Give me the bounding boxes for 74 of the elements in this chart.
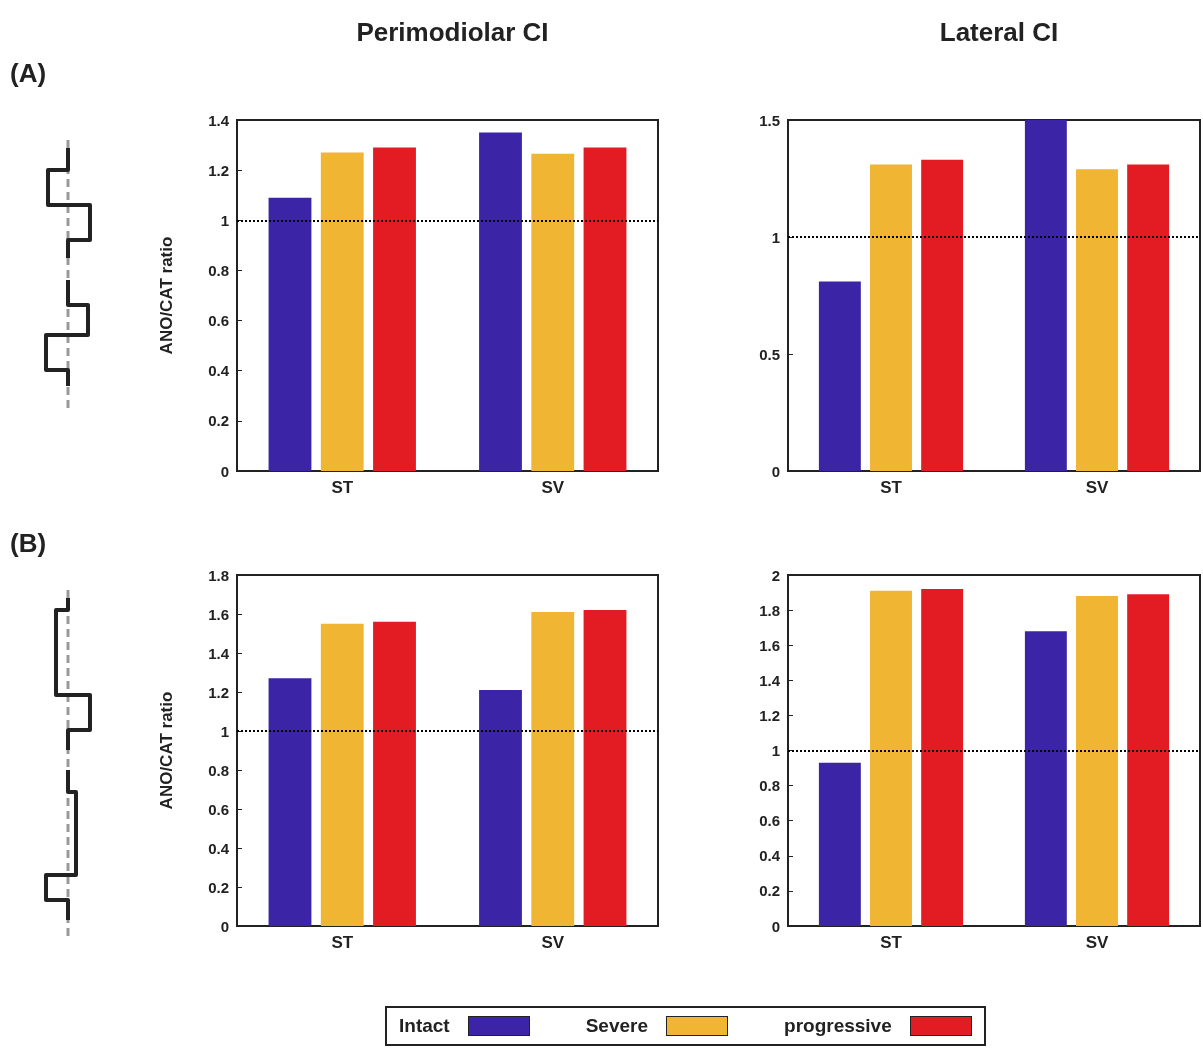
legend-label: Severe [585, 1015, 649, 1037]
bar [320, 152, 364, 471]
y-tick-label: 0.6 [759, 812, 780, 830]
y-tick-label: 0.5 [759, 345, 780, 363]
bar [268, 678, 312, 926]
legend-label: progressive [784, 1015, 892, 1037]
bar [583, 610, 627, 926]
y-tick-label: 1.4 [208, 111, 230, 129]
y-tick-label: 0.8 [759, 777, 780, 795]
y-tick-label: 0.2 [208, 412, 229, 430]
y-tick-label: 1 [220, 211, 229, 229]
bar [531, 153, 575, 471]
y-tick-label: 1 [771, 228, 780, 246]
y-tick-label: 1.8 [208, 566, 229, 584]
y-tick-label: 0.2 [208, 878, 229, 896]
bar [921, 159, 964, 471]
text: (A) [10, 58, 47, 89]
x-tick-label: ST [880, 933, 903, 952]
y-axis-title: ANO/CAT ratio [157, 236, 176, 355]
y-tick-label: 0 [771, 917, 780, 935]
y-tick-label: 0 [220, 462, 229, 480]
y-tick-label: 0 [771, 462, 780, 480]
bar [268, 197, 312, 471]
y-tick-label: 0.8 [208, 761, 229, 779]
y-axis-title: ANO/CAT ratio [157, 691, 176, 810]
bar [870, 164, 912, 471]
legend-label: Intact [399, 1015, 450, 1037]
y-tick-label: 1.6 [759, 636, 780, 654]
bar [479, 132, 522, 471]
bar [1024, 120, 1067, 471]
x-tick-label: ST [331, 933, 354, 952]
bar [921, 589, 964, 926]
bar [870, 590, 912, 926]
x-tick-label: SV [1085, 933, 1109, 952]
y-tick-label: 1.4 [759, 671, 781, 689]
y-tick-label: 1.2 [208, 683, 229, 701]
chart-title: Perimodiolar CI [356, 17, 549, 47]
y-tick-label: 0.4 [759, 847, 781, 865]
x-tick-label: ST [331, 478, 354, 497]
y-tick-label: 1.6 [208, 605, 229, 623]
y-tick-label: 2 [771, 566, 780, 584]
y-tick-label: 1.2 [208, 161, 229, 179]
bar [1076, 596, 1118, 926]
bar [373, 147, 416, 471]
bar [479, 690, 522, 926]
y-tick-label: 0.8 [208, 261, 229, 279]
y-tick-label: 0.4 [208, 362, 230, 380]
bar [818, 281, 861, 471]
y-tick-label: 0.6 [208, 312, 229, 330]
text: (B) [10, 528, 47, 559]
chart-title: Lateral CI [939, 17, 1059, 47]
y-tick-label: 1.2 [759, 706, 780, 724]
bar [373, 621, 416, 926]
y-tick-label: 1.8 [759, 601, 780, 619]
bar [1024, 631, 1067, 926]
y-tick-label: 0 [220, 917, 229, 935]
y-tick-label: 0.6 [208, 800, 229, 818]
x-tick-label: SV [541, 478, 565, 497]
x-tick-label: SV [1085, 478, 1109, 497]
y-tick-label: 0.2 [759, 882, 780, 900]
bar [1127, 594, 1170, 926]
y-tick-label: 1 [771, 742, 780, 759]
bar [1076, 169, 1118, 471]
x-tick-label: ST [880, 478, 903, 497]
y-tick-label: 1 [220, 722, 229, 740]
x-tick-label: SV [541, 933, 565, 952]
bar [531, 612, 575, 926]
y-tick-label: 1.4 [208, 644, 230, 662]
bar [1127, 164, 1170, 471]
bar [583, 147, 627, 471]
y-tick-label: 0.4 [208, 839, 230, 857]
y-tick-label: 1.5 [759, 111, 780, 129]
bar [818, 762, 861, 926]
bar [320, 623, 364, 926]
